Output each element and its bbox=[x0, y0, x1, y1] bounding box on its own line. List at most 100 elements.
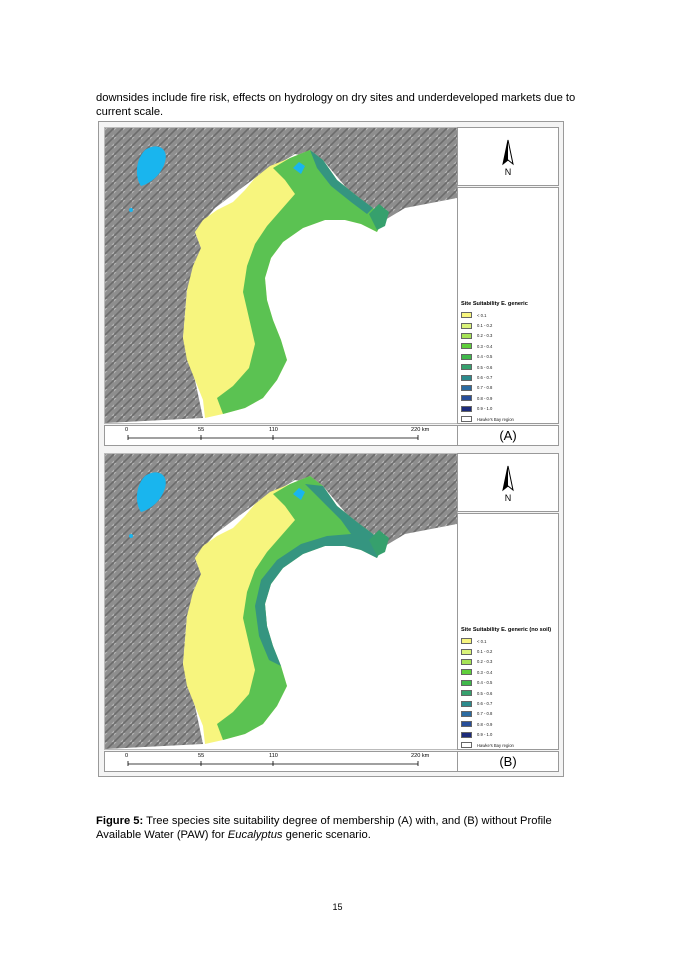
legend-item: 0.5 - 0.6 bbox=[461, 362, 514, 372]
legend-item: 0.9 - 1.0 bbox=[461, 404, 514, 414]
scale-label-110: 110 bbox=[269, 753, 278, 759]
legend-item-label: < 0.1 bbox=[477, 312, 487, 318]
legend-item: 0.5 - 0.6 bbox=[461, 688, 514, 698]
legend-item: Hawke's Bay region bbox=[461, 414, 514, 424]
legend-item-label: 0.7 - 0.8 bbox=[477, 385, 493, 391]
legend-swatch bbox=[461, 669, 472, 676]
page-number: 15 bbox=[332, 902, 343, 912]
legend-swatch bbox=[461, 721, 472, 728]
legend-swatch bbox=[461, 343, 472, 350]
legend-item-label: 0.4 - 0.5 bbox=[477, 354, 493, 360]
legend-item-label: 0.2 - 0.3 bbox=[477, 659, 493, 665]
legend-item-label: 0.4 - 0.5 bbox=[477, 680, 493, 686]
north-arrow-icon: N bbox=[502, 465, 514, 503]
legend-swatch bbox=[461, 742, 472, 749]
legend-item-label: 0.2 - 0.3 bbox=[477, 333, 493, 339]
legend-swatch bbox=[461, 405, 472, 412]
legend-swatch bbox=[461, 700, 472, 707]
suitability-mid-zone bbox=[217, 150, 383, 414]
legend-swatch bbox=[461, 374, 472, 381]
small-lake bbox=[129, 208, 133, 212]
figure-caption: Figure 5: Tree species site suitability … bbox=[96, 814, 596, 842]
legend-swatch bbox=[461, 416, 472, 423]
terrain-relief bbox=[105, 128, 457, 423]
scale-label-55: 55 bbox=[198, 427, 205, 433]
legend-item-label: Hawke's Bay region bbox=[477, 416, 514, 422]
scale-label-0: 0 bbox=[125, 753, 129, 759]
legend-item: 0.2 - 0.3 bbox=[461, 331, 514, 341]
legend-swatch bbox=[461, 679, 472, 686]
scale-label-0: 0 bbox=[125, 427, 129, 433]
legend-swatch bbox=[461, 710, 472, 717]
scale-label-220: 220 km bbox=[411, 753, 430, 759]
suitability-high-zone bbox=[310, 150, 373, 214]
lake-waikaremoana bbox=[293, 162, 305, 174]
legend-item: 0.4 - 0.5 bbox=[461, 352, 514, 362]
north-label: N bbox=[505, 167, 512, 177]
peninsula bbox=[369, 530, 389, 556]
north-arrow-box: N bbox=[457, 127, 559, 186]
legend-item-label: Hawke's Bay region bbox=[477, 742, 514, 748]
legend-swatch bbox=[461, 353, 472, 360]
caption-text-1: Tree species site suitability degree of … bbox=[96, 815, 552, 842]
north-arrow-box: N bbox=[457, 453, 559, 512]
legend-item-label: 0.9 - 1.0 bbox=[477, 406, 493, 412]
caption-species: Eucalyptus bbox=[227, 829, 283, 842]
legend-item-label: 0.1 - 0.2 bbox=[477, 323, 493, 329]
legend-item-label: 0.5 - 0.6 bbox=[477, 364, 493, 370]
legend-item: 0.9 - 1.0 bbox=[461, 730, 514, 740]
legend-swatch bbox=[461, 395, 472, 402]
legend-item: Hawke's Bay region bbox=[461, 740, 514, 750]
legend-title: Site Suitability E. generic bbox=[461, 301, 528, 307]
panel-label: (A) bbox=[457, 425, 559, 446]
legend-item: 0.6 - 0.7 bbox=[461, 698, 514, 708]
north-label: N bbox=[505, 493, 512, 503]
scale-bar: 0 55 110 220 km bbox=[104, 751, 458, 772]
peninsula bbox=[369, 204, 389, 230]
legend-item: 0.1 - 0.2 bbox=[461, 320, 514, 330]
figure-5: N Site Suitability E. generic < 0.1 0.1 - 0… bbox=[98, 121, 564, 777]
scale-line bbox=[127, 435, 419, 440]
scale-line bbox=[127, 761, 419, 766]
legend-swatch bbox=[461, 384, 472, 391]
legend-item: 0.6 - 0.7 bbox=[461, 372, 514, 382]
legend: Site Suitability E. generic (no soil) < 0… bbox=[457, 513, 559, 759]
lake-waikaremoana bbox=[293, 488, 305, 500]
legend-item: 0.3 - 0.4 bbox=[461, 667, 514, 677]
legend-item: < 0.1 bbox=[461, 636, 514, 646]
small-lake bbox=[129, 534, 133, 538]
region-map bbox=[105, 454, 457, 749]
legend-item-label: 0.9 - 1.0 bbox=[477, 732, 493, 738]
legend-item-label: 0.3 - 0.4 bbox=[477, 343, 493, 349]
map-view bbox=[104, 453, 458, 750]
terrain-relief bbox=[105, 454, 457, 749]
legend-item-label: 0.6 - 0.7 bbox=[477, 701, 493, 707]
legend-swatch bbox=[461, 648, 472, 655]
legend-swatch bbox=[461, 312, 472, 319]
legend-item-label: < 0.1 bbox=[477, 638, 487, 644]
caption-label: Figure 5: bbox=[96, 815, 144, 828]
lake-taupo bbox=[136, 146, 166, 186]
legend-item: 0.7 - 0.8 bbox=[461, 709, 514, 719]
legend-title: Site Suitability E. generic (no soil) bbox=[461, 627, 552, 633]
scale-label-220: 220 km bbox=[411, 427, 430, 433]
legend-swatch bbox=[461, 690, 472, 697]
legend-item-label: 0.8 - 0.9 bbox=[477, 395, 493, 401]
legend-item: < 0.1 bbox=[461, 310, 514, 320]
legend-item: 0.1 - 0.2 bbox=[461, 646, 514, 656]
legend-swatch bbox=[461, 731, 472, 738]
north-arrow-icon: N bbox=[502, 139, 514, 177]
caption-text-2: generic scenario. bbox=[282, 829, 371, 842]
map-panel-b: N Site Suitability E. generic (no soil) < … bbox=[101, 450, 561, 772]
legend-item: 0.7 - 0.8 bbox=[461, 383, 514, 393]
legend-item-label: 0.7 - 0.8 bbox=[477, 711, 493, 717]
lake-taupo bbox=[136, 472, 166, 512]
legend-item: 0.2 - 0.3 bbox=[461, 657, 514, 667]
legend-item-label: 0.6 - 0.7 bbox=[477, 375, 493, 381]
legend-item: 0.8 - 0.9 bbox=[461, 719, 514, 729]
map-panel-a: N Site Suitability E. generic < 0.1 0.1 - 0… bbox=[101, 124, 561, 446]
map-view bbox=[104, 127, 458, 424]
scale-bar: 0 55 110 220 km bbox=[104, 425, 458, 446]
body-paragraph: downsides include fire risk, effects on … bbox=[96, 92, 576, 119]
legend-swatch bbox=[461, 322, 472, 329]
